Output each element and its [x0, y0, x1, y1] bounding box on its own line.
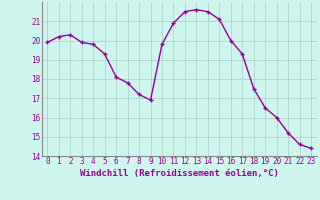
- X-axis label: Windchill (Refroidissement éolien,°C): Windchill (Refroidissement éolien,°C): [80, 169, 279, 178]
